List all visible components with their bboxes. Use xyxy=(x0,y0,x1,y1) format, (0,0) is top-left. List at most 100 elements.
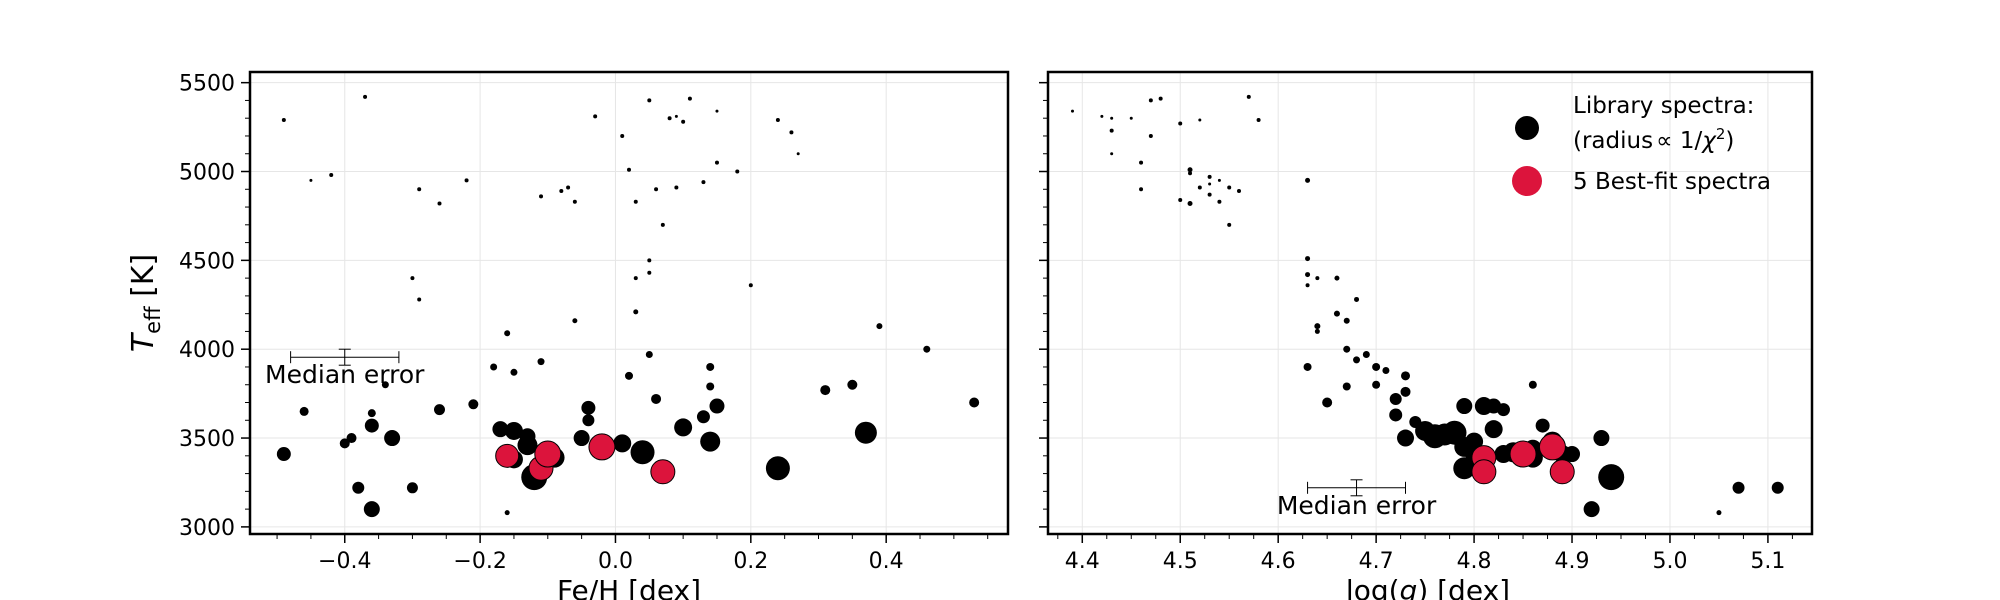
library-point xyxy=(1342,382,1351,391)
best-fit-point xyxy=(1471,459,1497,485)
x-tick-label: 0.2 xyxy=(733,549,768,574)
library-point xyxy=(1197,185,1202,190)
library-point xyxy=(1353,356,1361,364)
library-point xyxy=(1322,397,1333,408)
library-point xyxy=(339,438,350,449)
library-point xyxy=(1372,380,1381,389)
library-point xyxy=(582,414,595,427)
library-point xyxy=(876,323,883,330)
left-median-error-bar xyxy=(290,348,400,366)
library-point xyxy=(1716,510,1722,516)
library-point xyxy=(367,409,376,418)
legend-label-best-fit: 5 Best-fit spectra xyxy=(1573,169,1771,195)
legend: Library spectra: (radius ∝ 1/χ2) 5 Best-f… xyxy=(1512,93,1771,196)
library-point xyxy=(1583,501,1600,518)
left-panel: Median error −0.4 −0.2 0.0 0.2 0.4 3000 3500 40… xyxy=(126,70,1010,600)
y-tick-label: 5500 xyxy=(179,72,235,97)
library-point xyxy=(1400,386,1411,397)
best-fit-point xyxy=(1538,433,1566,461)
x-tick-label: 4.7 xyxy=(1359,549,1394,574)
library-point xyxy=(1305,256,1311,262)
library-point xyxy=(1315,276,1320,281)
best-fit-point xyxy=(1509,440,1537,468)
library-point xyxy=(647,98,652,103)
library-point xyxy=(1109,128,1114,133)
library-point xyxy=(346,433,357,444)
library-point xyxy=(1305,272,1311,278)
y-tick-label: 3000 xyxy=(179,516,235,541)
library-point xyxy=(647,258,652,263)
library-point xyxy=(923,345,931,353)
library-point xyxy=(1465,432,1484,451)
library-point xyxy=(1207,174,1212,179)
library-point xyxy=(1198,118,1202,122)
library-point xyxy=(1334,275,1340,281)
library-point xyxy=(748,283,753,288)
library-point xyxy=(1110,152,1114,156)
best-fit-point xyxy=(534,440,562,468)
library-point xyxy=(1237,189,1241,194)
library-point xyxy=(1178,197,1183,202)
library-point xyxy=(1217,199,1222,204)
library-point xyxy=(633,309,639,315)
library-point xyxy=(714,160,719,165)
library-point xyxy=(847,379,858,390)
library-point xyxy=(276,447,291,462)
library-point xyxy=(1256,117,1261,122)
library-point xyxy=(417,187,422,192)
x-tick-label: −0.4 xyxy=(318,549,371,574)
library-point xyxy=(593,114,598,119)
library-point xyxy=(1303,362,1312,371)
library-point xyxy=(468,399,479,410)
x-tick-label: 4.5 xyxy=(1163,549,1198,574)
library-point xyxy=(1139,187,1144,192)
left-x-axis-label: Fe/H [dex] xyxy=(557,574,701,600)
library-point xyxy=(630,440,655,465)
right-x-axis-label: log(g) [dex] xyxy=(1346,574,1510,600)
library-point xyxy=(1100,114,1104,118)
library-point xyxy=(1389,392,1402,405)
library-point xyxy=(1771,481,1784,494)
library-point xyxy=(384,430,401,447)
library-point xyxy=(620,133,625,138)
y-axis-label: Teff [K] xyxy=(126,254,165,352)
library-point xyxy=(820,385,831,396)
library-point xyxy=(1732,481,1745,494)
library-point xyxy=(674,114,678,118)
library-point xyxy=(281,117,286,122)
library-point xyxy=(510,368,518,376)
library-point xyxy=(1598,464,1625,491)
y-tick-label: 3500 xyxy=(179,427,235,452)
library-point xyxy=(1314,328,1320,334)
library-point xyxy=(1343,345,1351,353)
library-point xyxy=(1207,192,1212,197)
library-point xyxy=(633,199,638,204)
library-point xyxy=(410,276,415,281)
library-point xyxy=(1129,116,1133,120)
library-point xyxy=(1362,351,1370,359)
best-fit-point xyxy=(588,433,616,461)
library-point xyxy=(517,435,538,456)
right-panel: Median error 4.4 4.5 4.6 4.7 4.8 4.9 5.0 5.1 lo… xyxy=(1039,70,1814,600)
library-point xyxy=(613,434,632,453)
library-point xyxy=(1305,283,1310,288)
library-point xyxy=(1314,323,1321,330)
library-point xyxy=(654,187,659,192)
legend-marker-best-fit xyxy=(1512,166,1542,196)
library-point xyxy=(572,199,577,204)
library-point xyxy=(352,481,365,494)
library-point xyxy=(581,400,596,415)
library-point xyxy=(1382,367,1390,375)
x-tick-label: 4.9 xyxy=(1555,549,1590,574)
library-point xyxy=(687,96,692,101)
library-point xyxy=(709,398,725,414)
library-point xyxy=(1110,116,1114,120)
library-point xyxy=(1305,177,1311,183)
left-grid xyxy=(250,72,1008,534)
library-point xyxy=(706,362,715,371)
library-point xyxy=(1401,371,1411,381)
library-point xyxy=(573,430,590,447)
right-scatter-points xyxy=(1070,94,1784,518)
library-point xyxy=(1354,296,1360,302)
